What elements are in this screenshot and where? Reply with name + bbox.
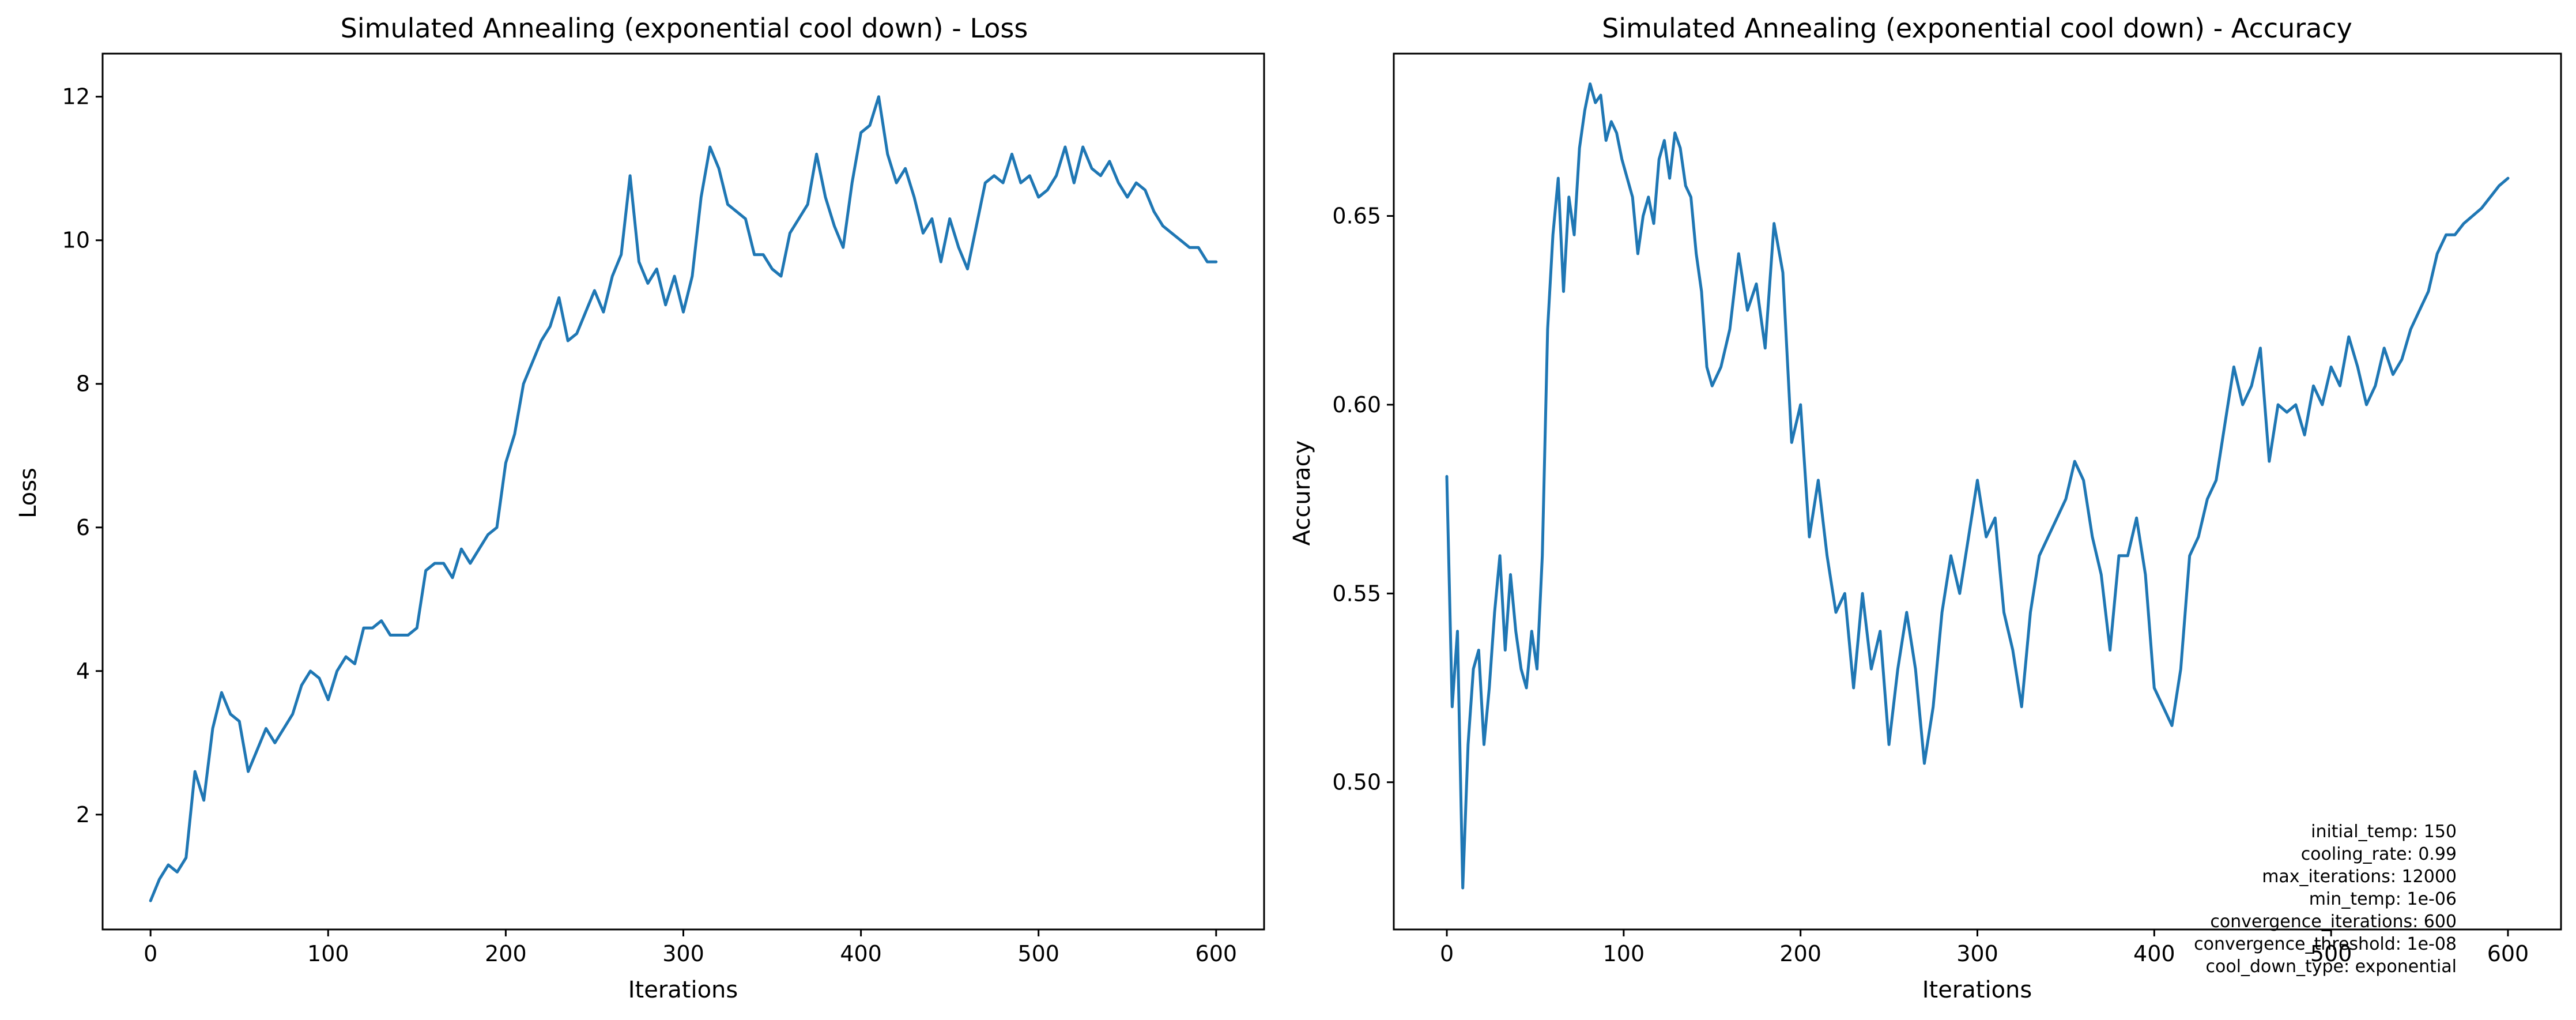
loss-y-axis-label: Loss — [15, 468, 42, 518]
accuracy-x-tick-label: 600 — [2487, 941, 2529, 966]
accuracy-y-tick-label: 0.55 — [1332, 581, 1381, 606]
loss-y-tick-label: 2 — [76, 802, 90, 827]
accuracy-ticks: 0 100 200 300 400 500 600 0.50 0.55 0.60 0.65 — [1332, 204, 2529, 966]
loss-x-tick-label: 600 — [1195, 941, 1238, 966]
annotation-line: convergence_threshold: 1e-08 — [2194, 934, 2457, 954]
loss-chart-title: Simulated Annealing (exponential cool do… — [341, 13, 1028, 44]
loss-x-tick-label: 300 — [662, 941, 704, 966]
accuracy-series-line — [1445, 82, 2510, 890]
annotation-line: min_temp: 1e-06 — [2309, 889, 2457, 909]
accuracy-y-tick-label: 0.50 — [1332, 770, 1381, 795]
loss-x-tick-label: 400 — [840, 941, 882, 966]
accuracy-x-tick-label: 200 — [1779, 941, 1821, 966]
loss-x-axis-label: Iterations — [628, 977, 738, 1003]
loss-y-tick-label: 12 — [62, 84, 90, 110]
accuracy-x-axis-label: Iterations — [1922, 977, 2032, 1003]
accuracy-chart-title: Simulated Annealing (exponential cool do… — [1602, 13, 2352, 44]
accuracy-x-tick-label: 300 — [1956, 941, 1998, 966]
annotation-line: max_iterations: 12000 — [2262, 867, 2457, 887]
loss-series-line — [149, 95, 1218, 902]
loss-ticks: 0 100 200 300 400 500 600 2 4 6 8 10 12 — [62, 84, 1237, 966]
loss-x-tick-label: 100 — [307, 941, 349, 966]
annotation-line: convergence_iterations: 600 — [2210, 912, 2457, 932]
loss-x-tick-label: 200 — [485, 941, 527, 966]
accuracy-y-axis-label: Accuracy — [1289, 441, 1315, 546]
accuracy-y-tick-label: 0.60 — [1332, 392, 1381, 417]
annotation-line: cool_down_type: exponential — [2205, 957, 2457, 977]
loss-y-tick-label: 6 — [76, 515, 90, 540]
annotation-line: cooling_rate: 0.99 — [2301, 844, 2457, 864]
accuracy-plot-frame — [1393, 52, 2562, 931]
loss-x-tick-label: 0 — [144, 941, 157, 966]
loss-x-tick-label: 500 — [1017, 941, 1059, 966]
accuracy-chart: Simulated Annealing (exponential cool do… — [1289, 13, 2562, 1003]
accuracy-x-tick-label: 400 — [2133, 941, 2175, 966]
accuracy-y-tick-label: 0.65 — [1332, 204, 1381, 229]
loss-y-tick-label: 4 — [76, 658, 90, 684]
loss-plot-frame — [101, 52, 1265, 931]
accuracy-x-tick-label: 100 — [1603, 941, 1645, 966]
loss-y-tick-label: 8 — [76, 371, 90, 397]
loss-chart: Simulated Annealing (exponential cool do… — [15, 13, 1265, 1003]
loss-y-tick-label: 10 — [62, 228, 90, 253]
accuracy-x-tick-label: 500 — [2310, 941, 2352, 966]
annotation-line: initial_temp: 150 — [2311, 822, 2457, 842]
accuracy-x-tick-label: 0 — [1440, 941, 1454, 966]
hyperparameter-annotation: initial_temp: 150 cooling_rate: 0.99 max… — [2194, 822, 2457, 977]
